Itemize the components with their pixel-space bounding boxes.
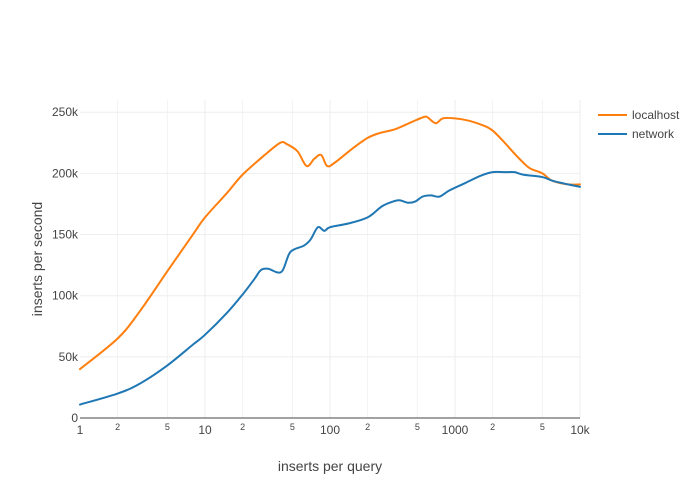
- legend[interactable]: localhost network: [598, 108, 680, 141]
- x-axis-title: inserts per query: [278, 458, 382, 474]
- x-axis-ticks: 1 10 100 1000 10k 2 5 2 5 2 5 2 5: [77, 422, 591, 437]
- y-tick-label: 100k: [52, 289, 79, 303]
- series-lines: [79, 115, 581, 406]
- x-minor-tick-label: 2: [365, 422, 370, 432]
- x-tick-label: 10k: [570, 423, 590, 437]
- y-tick-label: 150k: [52, 228, 79, 242]
- legend-item-localhost[interactable]: localhost: [598, 108, 680, 122]
- y-tick-label: 250k: [52, 105, 79, 119]
- y-axis-ticks: 0 50k 100k 150k 200k 250k: [52, 105, 79, 425]
- x-minor-tick-label: 2: [115, 422, 120, 432]
- x-minor-tick-label: 2: [240, 422, 245, 432]
- legend-item-network[interactable]: network: [598, 127, 675, 141]
- x-minor-tick-label: 5: [540, 422, 545, 432]
- x-minor-tick-label: 5: [165, 422, 170, 432]
- x-tick-label: 1: [77, 423, 84, 437]
- x-tick-label: 1000: [442, 423, 469, 437]
- x-minor-tick-label: 5: [290, 422, 295, 432]
- x-minor-tick-label: 2: [490, 422, 495, 432]
- y-tick-label: 0: [71, 411, 78, 425]
- y-tick-label: 50k: [59, 350, 79, 364]
- y-tick-label: 200k: [52, 166, 79, 180]
- grid-lines: [80, 100, 581, 418]
- x-tick-label: 100: [320, 423, 340, 437]
- series-line-network: [79, 170, 581, 406]
- legend-label: network: [632, 127, 675, 141]
- x-tick-label: 10: [198, 423, 212, 437]
- legend-label: localhost: [632, 108, 680, 122]
- series-line-localhost: [79, 115, 581, 371]
- y-axis-title: inserts per second: [29, 202, 45, 316]
- x-minor-tick-label: 5: [415, 422, 420, 432]
